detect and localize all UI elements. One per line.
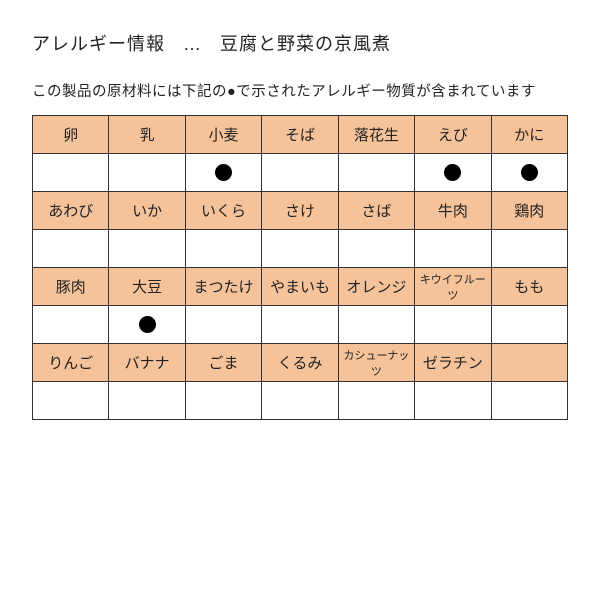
allergen-header-cell: かに [491, 116, 567, 154]
allergen-value-cell [185, 306, 261, 344]
allergen-value-cell [262, 306, 338, 344]
table-row [33, 382, 568, 420]
allergen-value-cell [33, 230, 109, 268]
title-product: 豆腐と野菜の京風煮 [220, 34, 391, 54]
allergen-header-cell: カシューナッツ [338, 344, 414, 382]
allergen-value-cell [338, 306, 414, 344]
allergen-value-cell [415, 382, 491, 420]
allergen-value-cell [109, 306, 185, 344]
page-title: アレルギー情報 … 豆腐と野菜の京風煮 [32, 30, 568, 56]
allergen-header-cell: さけ [262, 192, 338, 230]
table-row: 卵乳小麦そば落花生えびかに [33, 116, 568, 154]
allergen-value-cell [262, 154, 338, 192]
allergen-value-cell [185, 230, 261, 268]
table-row [33, 306, 568, 344]
allergen-value-cell [109, 154, 185, 192]
allergen-header-cell: まつたけ [185, 268, 261, 306]
allergen-header-cell: オレンジ [338, 268, 414, 306]
present-dot-icon [521, 164, 538, 181]
title-sep: … [183, 34, 202, 54]
allergen-header-cell: 大豆 [109, 268, 185, 306]
allergen-value-cell [185, 154, 261, 192]
allergen-header-cell: 小麦 [185, 116, 261, 154]
allergen-value-cell [262, 382, 338, 420]
allergen-header-cell: 落花生 [338, 116, 414, 154]
allergen-value-cell [109, 230, 185, 268]
allergen-header-cell: 豚肉 [33, 268, 109, 306]
allergen-header-cell: りんご [33, 344, 109, 382]
allergen-value-cell [491, 154, 567, 192]
allergen-value-cell [338, 382, 414, 420]
table-row [33, 230, 568, 268]
title-prefix: アレルギー情報 [32, 34, 165, 54]
allergen-header-cell [491, 344, 567, 382]
allergen-value-cell [415, 306, 491, 344]
present-dot-icon [444, 164, 461, 181]
allergen-value-cell [338, 154, 414, 192]
allergen-value-cell [491, 306, 567, 344]
table-row: あわびいかいくらさけさば牛肉鶏肉 [33, 192, 568, 230]
allergen-value-cell [33, 382, 109, 420]
allergen-value-cell [33, 154, 109, 192]
table-row: 豚肉大豆まつたけやまいもオレンジキウイフルーツもも [33, 268, 568, 306]
allergen-header-cell: そば [262, 116, 338, 154]
allergen-table: 卵乳小麦そば落花生えびかにあわびいかいくらさけさば牛肉鶏肉豚肉大豆まつたけやまい… [32, 115, 568, 420]
allergen-value-cell [491, 230, 567, 268]
allergen-header-cell: あわび [33, 192, 109, 230]
subtitle-text: この製品の原材料には下記の●で示されたアレルギー物質が含まれています [32, 80, 568, 101]
allergen-header-cell: バナナ [109, 344, 185, 382]
allergen-header-cell: えび [415, 116, 491, 154]
allergen-value-cell [415, 230, 491, 268]
allergen-header-cell: もも [491, 268, 567, 306]
allergen-header-cell: 乳 [109, 116, 185, 154]
allergen-header-cell: さば [338, 192, 414, 230]
allergen-value-cell [33, 306, 109, 344]
allergen-header-cell: 卵 [33, 116, 109, 154]
allergen-header-cell: ごま [185, 344, 261, 382]
allergen-header-cell: キウイフルーツ [415, 268, 491, 306]
allergen-value-cell [185, 382, 261, 420]
allergen-header-cell: 牛肉 [415, 192, 491, 230]
allergen-header-cell: いか [109, 192, 185, 230]
allergen-value-cell [491, 382, 567, 420]
allergen-header-cell: くるみ [262, 344, 338, 382]
table-row [33, 154, 568, 192]
allergen-header-cell: いくら [185, 192, 261, 230]
allergen-value-cell [262, 230, 338, 268]
allergen-value-cell [415, 154, 491, 192]
table-row: りんごバナナごまくるみカシューナッツゼラチン [33, 344, 568, 382]
present-dot-icon [215, 164, 232, 181]
allergen-header-cell: 鶏肉 [491, 192, 567, 230]
allergen-header-cell: ゼラチン [415, 344, 491, 382]
allergen-value-cell [109, 382, 185, 420]
allergen-header-cell: やまいも [262, 268, 338, 306]
allergen-value-cell [338, 230, 414, 268]
present-dot-icon [139, 316, 156, 333]
